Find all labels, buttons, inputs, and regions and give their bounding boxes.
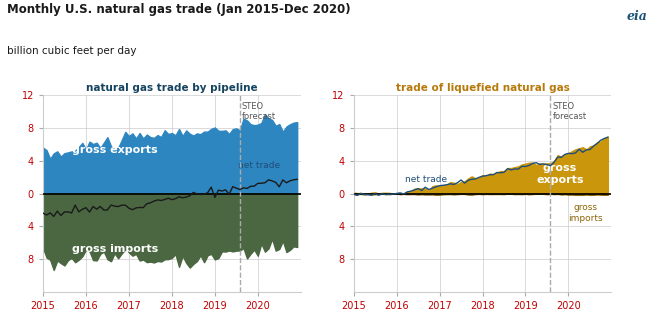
Text: net trade: net trade <box>238 161 280 171</box>
Title: natural gas trade by pipeline: natural gas trade by pipeline <box>86 83 258 93</box>
Text: Monthly U.S. natural gas trade (Jan 2015-Dec 2020): Monthly U.S. natural gas trade (Jan 2015… <box>7 3 350 16</box>
Text: STEO
forecast: STEO forecast <box>242 102 276 121</box>
Text: billion cubic feet per day: billion cubic feet per day <box>7 46 136 56</box>
Title: trade of liquefied natural gas: trade of liquefied natural gas <box>395 83 570 93</box>
Text: STEO
forecast: STEO forecast <box>553 102 587 121</box>
Text: gross imports: gross imports <box>72 244 158 254</box>
Text: gross
exports: gross exports <box>536 163 584 185</box>
Text: net trade: net trade <box>405 175 447 184</box>
Text: gross
imports: gross imports <box>568 203 603 223</box>
Text: eia: eia <box>627 10 648 23</box>
Text: gross exports: gross exports <box>72 145 158 155</box>
